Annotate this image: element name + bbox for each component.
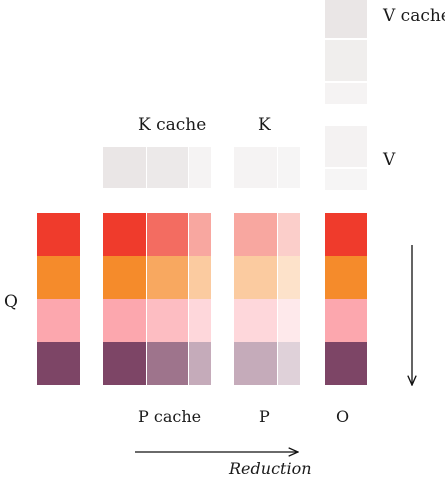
v-cell bbox=[325, 126, 367, 167]
p-cache-cell bbox=[147, 256, 188, 299]
p-cell bbox=[278, 256, 300, 299]
p-cell bbox=[278, 299, 300, 342]
p-cache-cell bbox=[189, 299, 211, 342]
p-cache-cell bbox=[103, 299, 146, 342]
p-cell bbox=[234, 299, 277, 342]
p-cache-cell bbox=[103, 256, 146, 299]
p-cache-cell bbox=[147, 299, 188, 342]
matrix-cells bbox=[37, 0, 367, 385]
k-label: K bbox=[258, 115, 271, 135]
o-label: O bbox=[336, 407, 349, 426]
p-cache-cell bbox=[147, 342, 188, 385]
o-cell bbox=[325, 213, 367, 256]
p-cache-cell bbox=[189, 342, 211, 385]
q-cell bbox=[37, 299, 80, 342]
v-label: V bbox=[382, 150, 396, 170]
q-cell bbox=[37, 213, 80, 256]
k-cache-label: K cache bbox=[138, 115, 206, 135]
o-cell bbox=[325, 256, 367, 299]
p-cache-cell bbox=[147, 213, 188, 256]
q-label: Q bbox=[4, 292, 18, 312]
p-cache-cell bbox=[189, 256, 211, 299]
q-cell bbox=[37, 342, 80, 385]
p-label: P bbox=[259, 407, 270, 426]
o-cell bbox=[325, 299, 367, 342]
p-cell bbox=[234, 213, 277, 256]
p-cell bbox=[278, 213, 300, 256]
p-cache-cell bbox=[189, 213, 211, 256]
k-cache-cell bbox=[189, 147, 211, 188]
k-cache-cell bbox=[103, 147, 146, 188]
k-cache-cell bbox=[147, 147, 188, 188]
p-cell bbox=[278, 342, 300, 385]
p-cache-cell bbox=[103, 213, 146, 256]
reduction-label: Reduction bbox=[228, 459, 312, 478]
p-cache-label: P cache bbox=[138, 407, 201, 426]
v-cache-cell bbox=[325, 40, 367, 81]
v-cache-label: V cache bbox=[382, 6, 445, 26]
v-cache-cell bbox=[325, 0, 367, 38]
k-cell bbox=[278, 147, 300, 188]
k-cell bbox=[234, 147, 277, 188]
o-cell bbox=[325, 342, 367, 385]
p-cell bbox=[234, 256, 277, 299]
v-cell bbox=[325, 169, 367, 190]
q-cell bbox=[37, 256, 80, 299]
v-cache-cell bbox=[325, 83, 367, 104]
p-cell bbox=[234, 342, 277, 385]
p-cache-cell bbox=[103, 342, 146, 385]
